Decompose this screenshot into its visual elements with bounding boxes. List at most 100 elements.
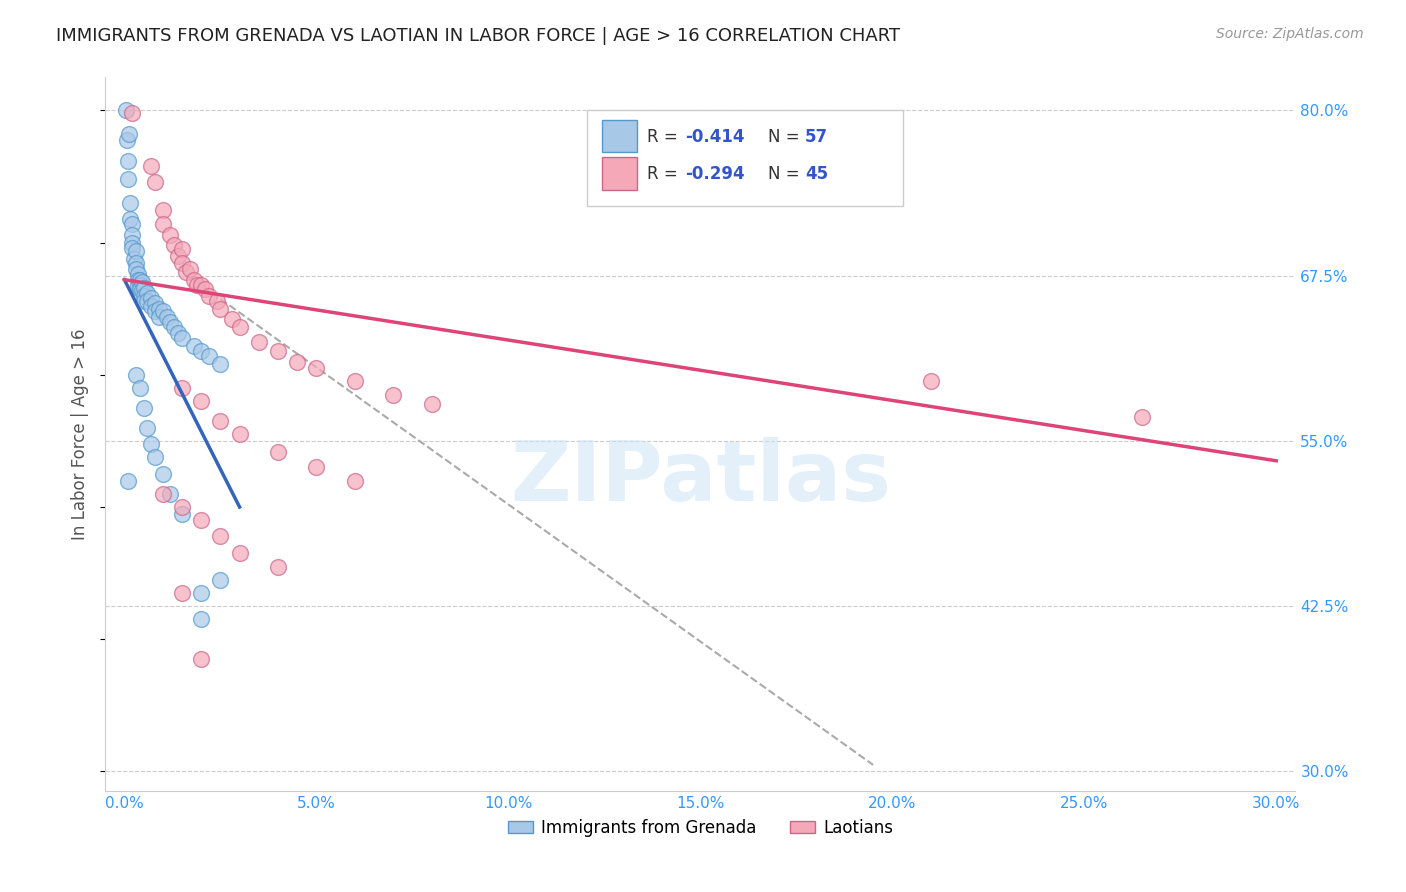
Point [170,507,193,521]
Point [127,273,149,287]
Point [136,285,159,300]
Point [174,265,197,279]
Point [143,304,166,318]
Point [117,474,139,488]
Point [343,474,366,488]
Point [920,375,942,389]
Point [152,487,174,501]
Legend: Immigrants from Grenada, Laotians: Immigrants from Grenada, Laotians [501,813,900,844]
Point [186,277,208,292]
Point [141,436,163,450]
Point [163,320,186,334]
Text: 57: 57 [806,128,828,145]
Point [122,252,145,266]
Point [152,304,174,318]
Point [132,293,155,308]
Point [141,299,163,313]
Point [170,500,193,514]
Point [121,235,143,250]
Point [190,652,212,666]
Point [118,128,141,142]
Point [305,361,328,376]
Point [125,244,148,258]
Point [190,612,212,626]
Point [205,293,228,308]
Text: R =: R = [647,128,683,145]
Point [198,288,221,302]
Text: -0.414: -0.414 [685,128,744,145]
Point [198,350,221,364]
Point [117,132,139,146]
Point [121,227,143,242]
Point [305,460,328,475]
Text: -0.294: -0.294 [685,165,745,183]
Point [141,159,163,173]
Point [125,368,148,382]
Point [132,401,155,415]
Point [127,277,149,292]
Point [117,153,139,168]
Point [183,339,205,353]
Point [190,394,212,409]
Point [120,196,142,211]
Point [152,217,174,231]
Point [343,375,366,389]
Point [382,387,405,401]
Point [156,310,179,324]
Point [152,202,174,217]
FancyBboxPatch shape [588,110,903,206]
Point [420,397,443,411]
Point [159,315,181,329]
Text: R =: R = [647,165,683,183]
Text: Source: ZipAtlas.com: Source: ZipAtlas.com [1216,27,1364,41]
Point [267,444,290,458]
Point [132,288,155,302]
Text: N =: N = [768,165,806,183]
FancyBboxPatch shape [602,120,637,153]
Text: 45: 45 [806,165,828,183]
Point [121,241,143,255]
Point [183,273,205,287]
Point [209,301,232,316]
Point [170,586,193,600]
Point [267,559,290,574]
Point [170,255,193,269]
Point [120,211,142,226]
Point [136,293,159,308]
Point [127,268,149,282]
Point [128,381,150,395]
Point [167,326,190,340]
Point [1130,410,1153,425]
Point [117,172,139,186]
Point [128,277,150,292]
Text: ZIPatlas: ZIPatlas [510,437,891,517]
Point [170,242,193,256]
Point [247,334,270,349]
Point [209,573,232,587]
Point [121,217,143,231]
FancyBboxPatch shape [602,157,637,189]
Point [141,291,163,305]
Point [190,513,212,527]
Point [128,282,150,296]
Point [170,381,193,395]
Point [179,262,201,277]
Point [209,414,232,428]
Point [228,320,250,334]
Point [221,312,243,326]
Point [159,227,181,242]
Point [128,273,150,287]
Point [136,421,159,435]
Point [131,283,153,297]
Y-axis label: In Labor Force | Age > 16: In Labor Force | Age > 16 [72,328,89,540]
Point [228,427,250,442]
Point [194,282,217,296]
Point [125,262,148,277]
Text: N =: N = [768,128,806,145]
Point [143,450,166,464]
Point [190,586,212,600]
Point [163,238,186,252]
Point [285,354,308,368]
Point [209,529,232,543]
Point [159,487,181,501]
